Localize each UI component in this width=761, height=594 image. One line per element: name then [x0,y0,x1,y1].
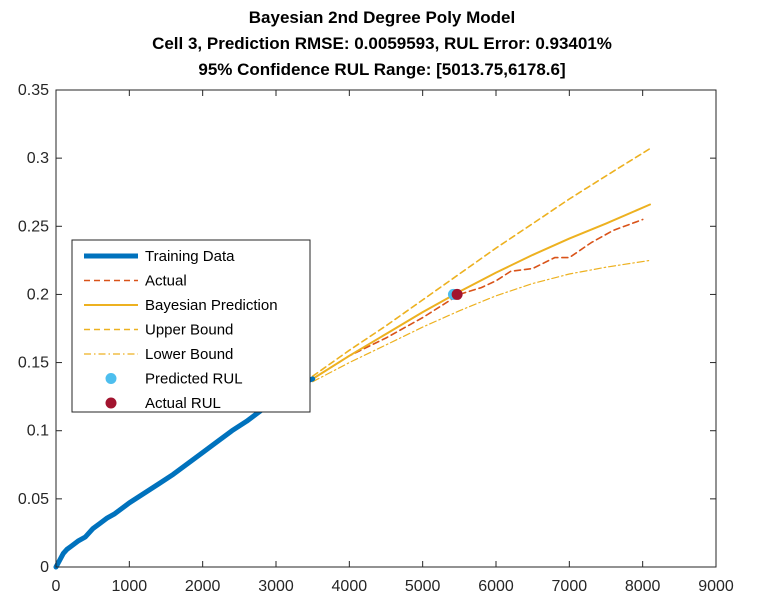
x-tick-label: 1000 [112,578,148,594]
legend-label-training-data: Training Data [145,248,235,265]
y-tick-label: 0.2 [27,286,49,303]
legend-label-actual: Actual [145,273,187,290]
x-tick-label: 3000 [258,578,294,594]
legend-swatch-predicted-rul [105,373,117,384]
series-line-lower-bound [312,259,651,383]
legend-label-lower-bound: Lower Bound [145,346,233,363]
legend: Training Data Actual Bayesian Prediction Up… [71,239,311,413]
x-tick-label: 4000 [332,578,368,594]
axes-box [55,89,717,568]
x-tick-label: 0 [52,578,61,594]
series-line-actual [311,218,644,380]
y-tick-label: 0.15 [18,355,49,372]
legend-label-upper-bound: Upper Bound [145,322,233,339]
y-tick-label: 0.3 [27,150,49,167]
x-tick-label: 7000 [552,578,588,594]
chart-title-line-1: Bayesian 2nd Degree Poly Model [249,8,515,27]
x-tick-label: 6000 [478,578,514,594]
series-line-upper-bound [311,147,651,377]
y-tick-label: 0.1 [27,423,49,440]
y-tick-label: 0 [40,559,49,576]
y-tick-label: 0.25 [18,218,49,235]
series-line-bayesian-prediction [311,203,651,380]
legend-swatch-actual-rul [105,397,117,409]
chart-title-line-2: Cell 3, Prediction RMSE: 0.0059593, RUL … [152,34,612,53]
legend-label-bayesian-prediction: Bayesian Prediction [145,297,278,314]
x-tick-label: 8000 [625,578,661,594]
x-tick-label: 9000 [698,578,734,594]
x-tick-label: 5000 [405,578,441,594]
point-actual-rul [451,288,463,300]
x-tick-label: 2000 [185,578,221,594]
chart-title-line-3: 95% Confidence RUL Range: [5013.75,6178.… [198,60,565,79]
axes: 0 1000 2000 3000 4000 5000 6000 7000 8000 9000 0 0.… [18,82,734,594]
legend-label-actual-rul: Actual RUL [145,395,221,412]
y-tick-label: 0.35 [18,82,49,99]
legend-label-predicted-rul: Predicted RUL [145,371,243,388]
y-tick-label: 0.05 [18,491,49,508]
